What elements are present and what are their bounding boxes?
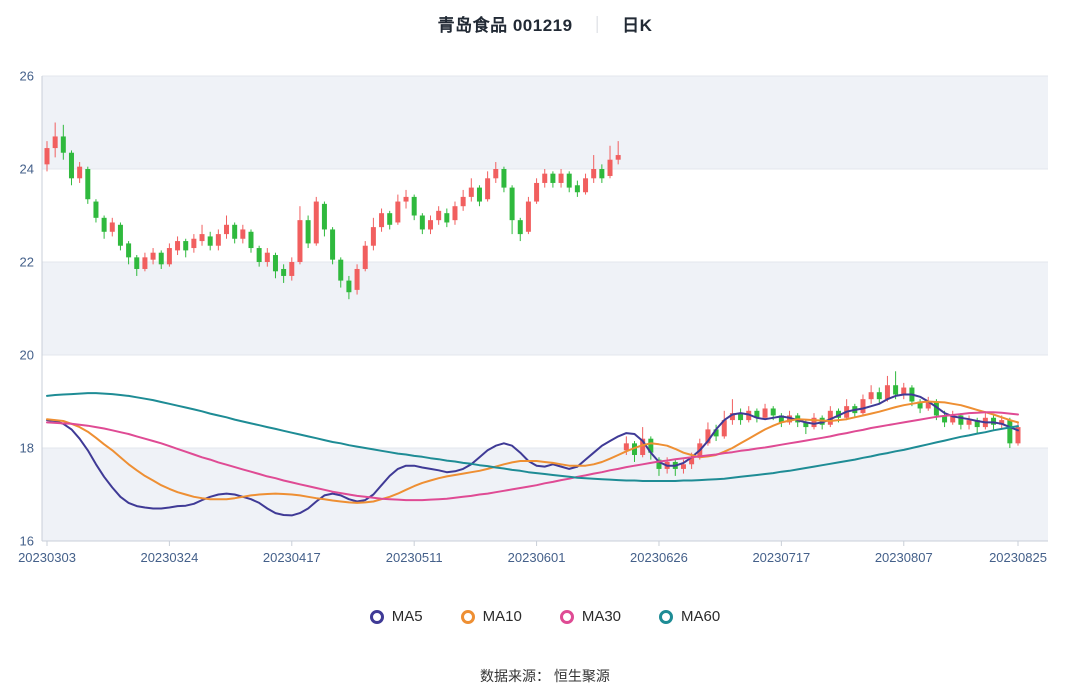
y-axis-label: 16 [20, 534, 34, 549]
legend-item-ma10[interactable]: MA10 [460, 608, 522, 625]
legend-item-ma5[interactable]: MA5 [369, 608, 423, 625]
y-axis-label: 20 [20, 348, 34, 363]
y-axis-label: 26 [20, 69, 34, 84]
x-axis-label: 20230825 [989, 550, 1047, 565]
y-axis-label: 22 [20, 255, 34, 270]
candles [44, 122, 1021, 476]
legend-label: MA5 [391, 608, 423, 625]
x-axis-label: 20230303 [18, 550, 76, 565]
legend-item-ma60[interactable]: MA60 [659, 608, 720, 625]
grid-lines [42, 75, 1048, 449]
y-axis-label: 24 [20, 162, 34, 177]
y-axis-labels: 16 18 20 22 24 26 [20, 69, 34, 549]
price-bands [42, 76, 1048, 541]
ma60-legend-ring-icon [659, 609, 674, 624]
legend-item-ma30[interactable]: MA30 [559, 608, 622, 625]
x-axis-label: 20230417 [263, 550, 321, 565]
x-axis-label: 20230717 [752, 550, 810, 565]
chart-title: 青岛食品 001219 ｜ 日K [0, 11, 1090, 36]
ma10-line [46, 400, 1019, 504]
ma30-legend-ring-icon [559, 609, 574, 624]
ma60-line [46, 392, 1019, 482]
legend-label: MA10 [482, 608, 522, 625]
x-axis-label: 20230511 [386, 550, 443, 565]
data-source: 数据来源： 恒生聚源 [480, 668, 610, 684]
ma5-legend-ring-icon [369, 609, 384, 624]
stock-name-and-code: 青岛食品 001219 [437, 16, 573, 35]
chart-legend: MA5 MA10 MA30 MA60 [0, 608, 1090, 625]
x-axis-label: 20230324 [140, 550, 198, 565]
ma5-line [46, 393, 1019, 517]
period-label: 日K [622, 16, 653, 35]
ma10-legend-ring-icon [460, 609, 475, 624]
axes [41, 76, 1048, 542]
legend-label: MA60 [681, 608, 721, 625]
x-axis-label: 20230601 [508, 550, 566, 565]
ma30-line [46, 411, 1019, 502]
x-axis-label: 20230807 [875, 550, 933, 565]
legend-label: MA30 [581, 608, 622, 625]
x-axis-labels: 20230303 20230324 20230417 20230511 20230601… [18, 541, 1047, 565]
title-separator: ｜ [588, 16, 607, 35]
y-axis-label: 18 [20, 441, 34, 456]
x-axis-label: 20230626 [630, 550, 688, 565]
